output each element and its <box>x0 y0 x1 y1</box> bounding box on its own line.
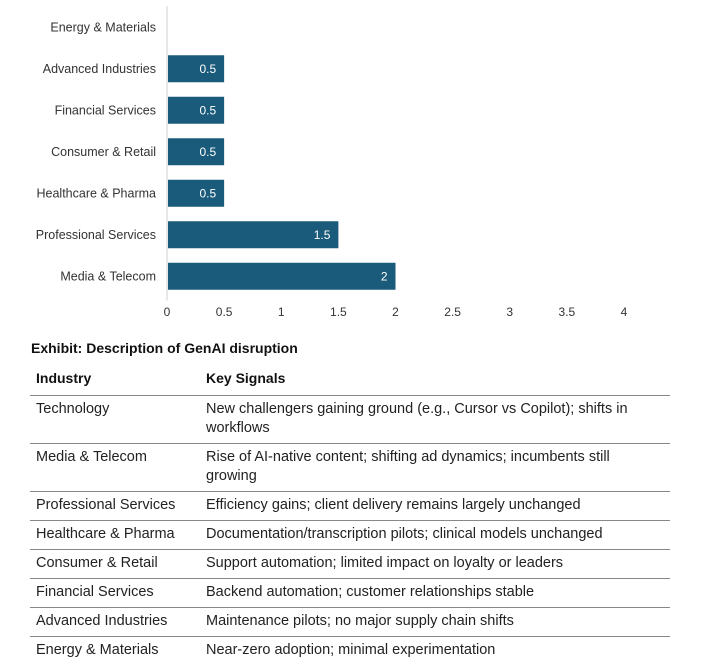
category-label: Media & Telecom <box>60 269 156 283</box>
data-label: 0.5 <box>199 186 216 200</box>
table-row: Professional Services Efficiency gains; … <box>30 491 670 521</box>
category-label: Energy & Materials <box>50 20 156 34</box>
x-tick-label: 4 <box>621 305 628 319</box>
bar <box>168 221 339 249</box>
x-tick-label: 0.5 <box>216 305 233 319</box>
bar <box>168 55 225 83</box>
data-label: 0.5 <box>199 145 216 159</box>
bar <box>168 138 225 166</box>
industry-cell: Energy & Materials <box>36 642 159 658</box>
exhibit-table: Industry Key Signals Technology New chal… <box>30 365 670 665</box>
signals-cell: New challengers gaining ground (e.g., Cu… <box>200 395 670 444</box>
signals-cell: Documentation/transcription pilots; clin… <box>200 520 670 550</box>
category-label: Healthcare & Pharma <box>36 186 156 200</box>
industry-cell: Consumer & Retail <box>30 549 200 579</box>
industry-cell: Media & Telecom <box>30 443 200 492</box>
header-industry: Industry <box>30 365 200 396</box>
x-tick-label: 3.5 <box>559 305 576 319</box>
category-label: Consumer & Retail <box>51 145 156 159</box>
data-label: 0.5 <box>199 62 216 76</box>
table-row: Technology New challengers gaining groun… <box>30 395 670 444</box>
x-tick-label: 1 <box>278 305 285 319</box>
table-row: Consumer & Retail Support automation; li… <box>30 549 670 579</box>
table-row: Media & Telecom Rise of AI-native conten… <box>30 443 670 492</box>
x-tick-label: 2 <box>392 305 399 319</box>
table-row: Healthcare & Pharma Documentation/transc… <box>30 520 670 550</box>
signals-cell: Near-zero adoption; minimal experimentat… <box>206 642 496 658</box>
signals-cell: Efficiency gains; client delivery remain… <box>200 491 670 521</box>
industry-cell: Professional Services <box>30 491 200 521</box>
bar <box>168 262 396 290</box>
bar <box>168 179 225 207</box>
header-key-signals: Key Signals <box>200 365 670 396</box>
category-label: Financial Services <box>55 103 156 117</box>
data-label: 1.5 <box>314 228 331 242</box>
x-tick-label: 1.5 <box>330 305 347 319</box>
industry-cell: Technology <box>30 395 200 444</box>
table-row: Financial Services Backend automation; c… <box>30 578 670 608</box>
industry-cell: Healthcare & Pharma <box>30 520 200 550</box>
data-label: 0.5 <box>199 103 216 117</box>
table-row: Energy & Materials Near-zero adoption; m… <box>30 637 670 666</box>
signals-cell: Rise of AI-native content; shifting ad d… <box>200 443 670 492</box>
exhibit-title: Exhibit: Description of GenAI disruption <box>31 340 298 356</box>
x-tick-label: 0 <box>164 305 171 319</box>
disruption-bar-chart: Energy & Materials Advanced Industries 0.5… <box>36 6 628 319</box>
exhibit-table-container: Industry Key Signals Technology New chal… <box>30 365 670 665</box>
x-tick-label: 3 <box>506 305 513 319</box>
industry-cell: Financial Services <box>30 578 200 608</box>
data-label: 2 <box>381 269 388 283</box>
bar <box>168 96 225 124</box>
signals-cell: Backend automation; customer relationshi… <box>200 578 670 608</box>
industry-cell: Advanced Industries <box>30 607 200 637</box>
signals-cell: Maintenance pilots; no major supply chai… <box>200 607 670 637</box>
category-label: Professional Services <box>36 228 156 242</box>
table-header-row: Industry Key Signals <box>30 365 670 396</box>
category-label: Advanced Industries <box>43 62 156 76</box>
signals-cell: Support automation; limited impact on lo… <box>200 549 670 579</box>
table-row: Advanced Industries Maintenance pilots; … <box>30 607 670 637</box>
x-tick-label: 2.5 <box>444 305 461 319</box>
